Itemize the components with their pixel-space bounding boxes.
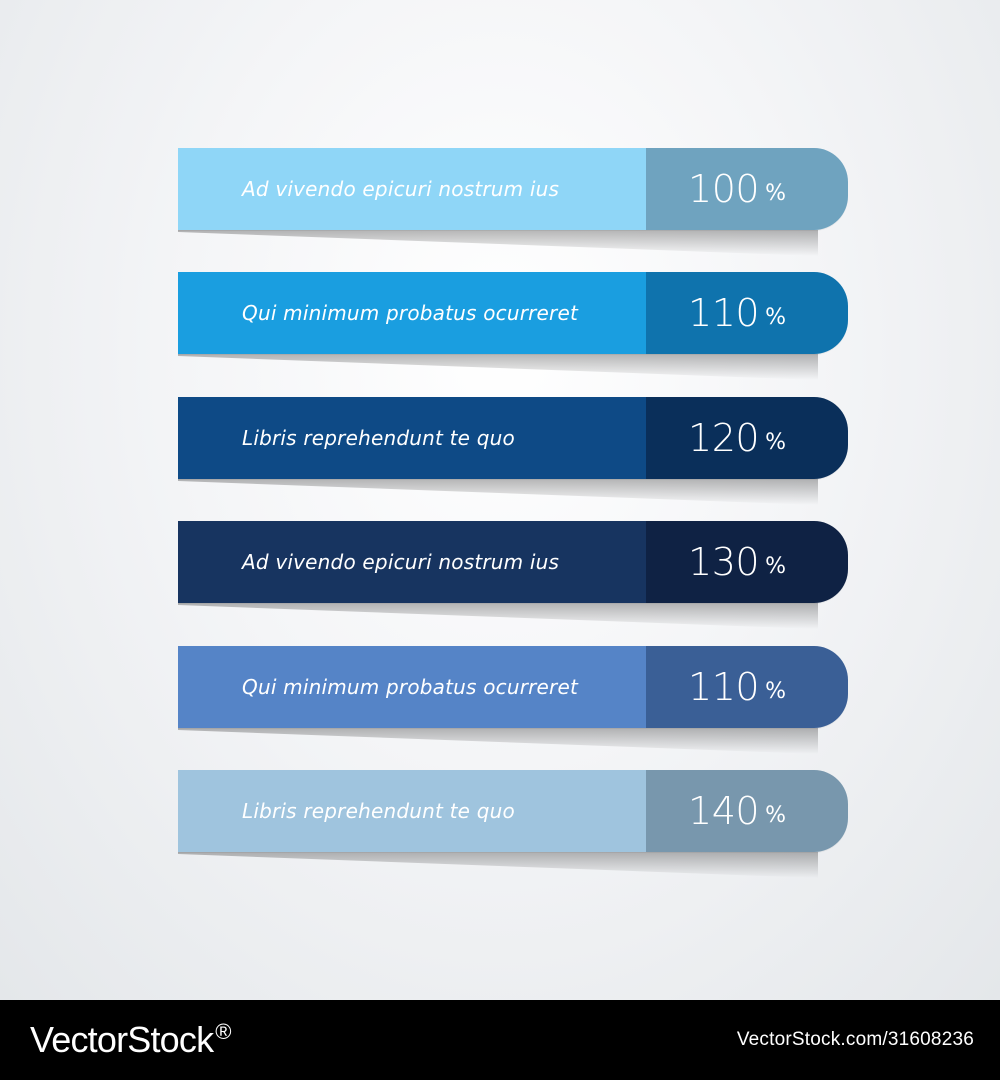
bar: Qui minimum probatus ocurreret 110 %: [178, 646, 848, 728]
bar-label-area: Libris reprehendunt te quo: [178, 770, 646, 852]
bar-label: Ad vivendo epicuri nostrum ius: [242, 550, 560, 574]
bar-value-unit: %: [765, 802, 786, 828]
registered-mark: ®: [215, 1019, 231, 1044]
bar-shadow: [178, 728, 818, 754]
bar-value: 120: [688, 416, 760, 460]
bar-row: Libris reprehendunt te quo 120 %: [178, 397, 848, 505]
bar-label: Libris reprehendunt te quo: [242, 799, 515, 823]
watermark-footer: VectorStock ® VectorStock.com/31608236: [0, 1000, 1000, 1080]
bar: Libris reprehendunt te quo 120 %: [178, 397, 848, 479]
bar-row: Ad vivendo epicuri nostrum ius 130 %: [178, 521, 848, 629]
bar-label-area: Ad vivendo epicuri nostrum ius: [178, 521, 646, 603]
bar-label-area: Qui minimum probatus ocurreret: [178, 272, 646, 354]
bar-value-area: 120 %: [646, 397, 848, 479]
bar-value: 140: [688, 789, 760, 833]
bar-value-unit: %: [765, 553, 786, 579]
bar: Libris reprehendunt te quo 140 %: [178, 770, 848, 852]
bar-shadow: [178, 479, 818, 505]
bar-list: Ad vivendo epicuri nostrum ius 100 %: [178, 148, 848, 878]
bar-row: Ad vivendo epicuri nostrum ius 100 %: [178, 148, 848, 256]
bar-shadow: [178, 603, 818, 629]
bar-shadow: [178, 354, 818, 380]
bar-value: 110: [688, 291, 760, 335]
bar-value-area: 140 %: [646, 770, 848, 852]
brand-logo: VectorStock ®: [30, 1019, 232, 1061]
bar-label: Qui minimum probatus ocurreret: [242, 675, 579, 699]
bar-label: Qui minimum probatus ocurreret: [242, 301, 579, 325]
bar-shadow: [178, 852, 818, 878]
bar-value: 110: [688, 665, 760, 709]
bar-value-area: 110 %: [646, 272, 848, 354]
bar-value-area: 100 %: [646, 148, 848, 230]
bar-label: Ad vivendo epicuri nostrum ius: [242, 177, 560, 201]
bar-label-area: Qui minimum probatus ocurreret: [178, 646, 646, 728]
bar: Qui minimum probatus ocurreret 110 %: [178, 272, 848, 354]
bar-row: Libris reprehendunt te quo 140 %: [178, 770, 848, 878]
image-url: VectorStock.com/31608236: [736, 1029, 974, 1050]
bar-label-area: Libris reprehendunt te quo: [178, 397, 646, 479]
bar-value-unit: %: [765, 678, 786, 704]
bar-value-unit: %: [765, 180, 786, 206]
infographic-canvas: Ad vivendo epicuri nostrum ius 100 %: [0, 0, 1000, 1000]
brand-name: VectorStock: [30, 1019, 214, 1060]
bar-value-area: 110 %: [646, 646, 848, 728]
bar-label: Libris reprehendunt te quo: [242, 426, 515, 450]
bar: Ad vivendo epicuri nostrum ius 130 %: [178, 521, 848, 603]
bar: Ad vivendo epicuri nostrum ius 100 %: [178, 148, 848, 230]
bar-row: Qui minimum probatus ocurreret 110 %: [178, 646, 848, 754]
bar-row: Qui minimum probatus ocurreret 110 %: [178, 272, 848, 380]
bar-value: 100: [688, 167, 760, 211]
bar-value-area: 130 %: [646, 521, 848, 603]
bar-value: 130: [688, 540, 760, 584]
bar-label-area: Ad vivendo epicuri nostrum ius: [178, 148, 646, 230]
bar-shadow: [178, 230, 818, 256]
bar-value-unit: %: [765, 304, 786, 330]
bar-value-unit: %: [765, 429, 786, 455]
